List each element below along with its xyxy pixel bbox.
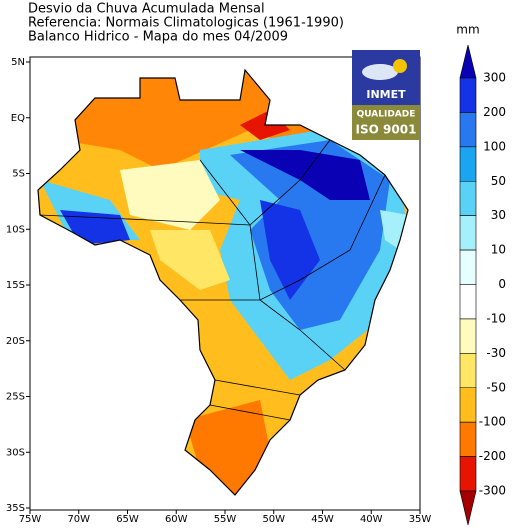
colorbar-label: -100 [479,415,506,429]
title-line: Desvio da Chuva Acumulada Mensal [28,2,265,17]
colorbar-swatch [459,353,477,389]
badge-box [352,105,420,140]
logo-sun [393,59,407,73]
colorbar-label: 50 [491,174,506,188]
state-borders [39,139,386,421]
colorbar-label: 10 [491,243,506,257]
x-tick-label: 65W [116,514,139,525]
y-tick-label: 5S [12,169,25,180]
colorbar-swatch [459,456,477,492]
colorbar-label: -10 [486,311,506,325]
title-line: Referencia: Normais Climatologicas (1961… [28,16,344,31]
colorbar-swatch [459,387,477,423]
y-tick-label: 25S [6,392,25,403]
colorbar-swatch [459,421,477,457]
badge-bottom: ISO 9001 [356,123,417,137]
colorbar-label: -30 [486,346,506,360]
colorbar-swatch [459,249,477,285]
colorbar-swatch [459,44,477,79]
y-tick-label: 10S [6,224,25,235]
logo: INMET QUALIDADE ISO 9001 [352,50,420,140]
colorbar-unit: mm [456,23,479,37]
colorbar-label: -300 [479,484,506,498]
x-tick-label: 45W [311,514,334,525]
y-tick-label: 20S [6,336,25,347]
colorbar-label: 0 [498,277,506,291]
logo-cloud [362,64,398,80]
badge-top: QUALIDADE [357,110,416,120]
colorbar-label: 100 [483,139,506,153]
colorbar-swatch [459,77,477,113]
colorbar-swatch [459,284,477,320]
logo-name: INMET [366,88,406,101]
y-tick-label: 15S [6,280,25,291]
colorbar-swatch [459,112,477,148]
x-tick-label: 50W [262,514,285,525]
x-tick-label: 40W [360,514,383,525]
colorbar-label: 30 [491,208,506,222]
colorbar-label: 200 [483,105,506,119]
colorbar-swatch [459,490,477,526]
colorbar-label: -200 [479,449,506,463]
x-tick-label: 70W [67,514,90,525]
colorbar-swatch [459,180,477,216]
colorbar-swatch [459,146,477,182]
x-tick-label: 55W [214,514,237,525]
title-line: Balanco Hidrico - Mapa do mes 04/2009 [28,30,288,45]
colorbar-label: 300 [483,71,506,85]
colorbar-label: -50 [486,380,506,394]
y-tick-label: 30S [6,447,25,458]
y-tick-label: 5N [11,57,25,68]
x-tick-label: 35W [409,514,432,525]
colorbar-swatch [459,215,477,251]
y-tick-label: EQ [11,113,25,124]
colorbar-swatch [459,318,477,354]
x-tick-label: 75W [19,514,42,525]
y-tick-label: 35S [6,503,25,514]
country-border [37,68,409,496]
x-tick-label: 60W [165,514,188,525]
